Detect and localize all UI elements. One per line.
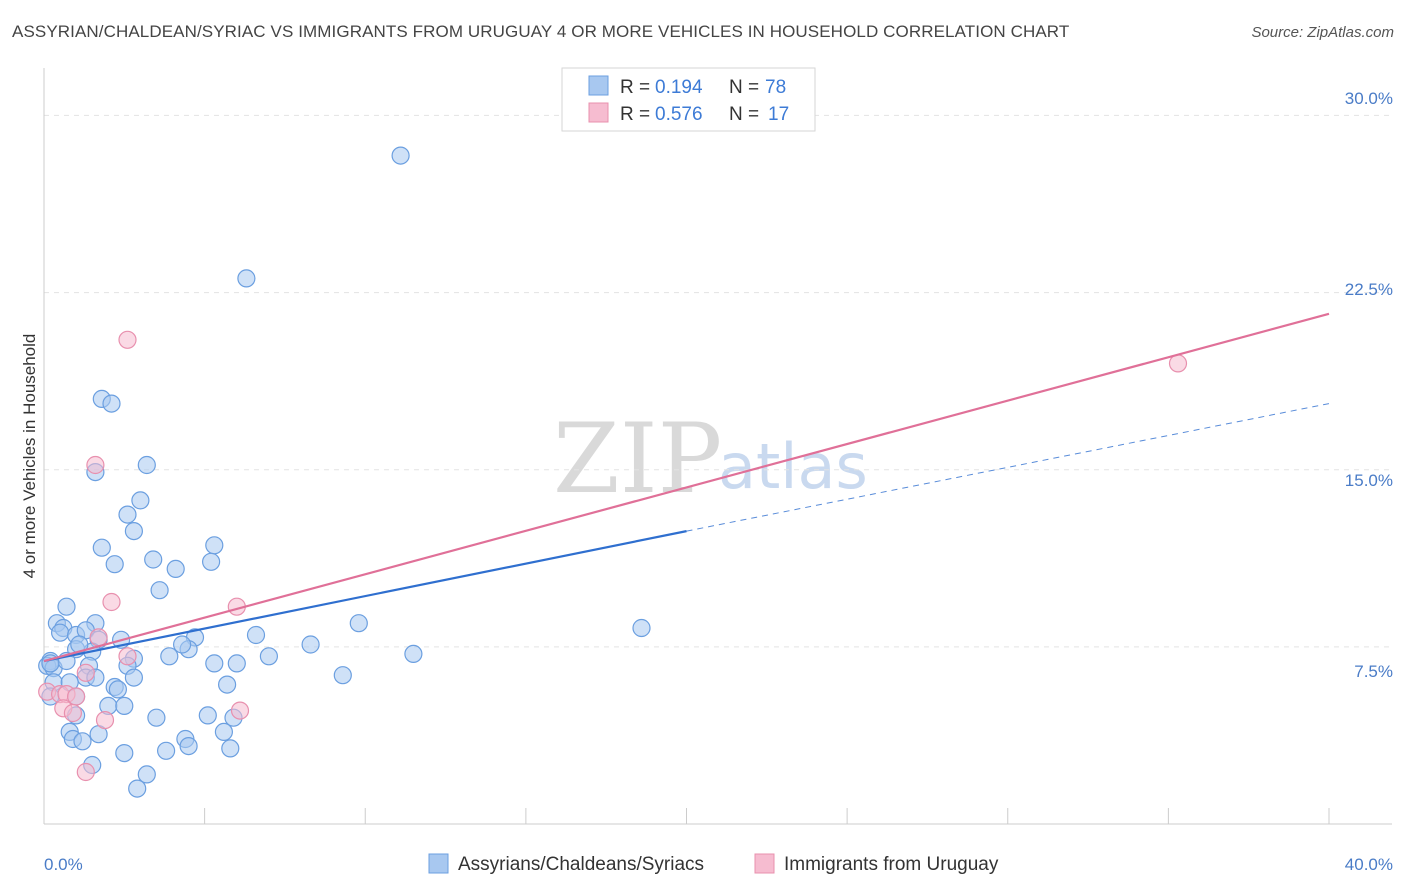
uruguay-point-14 [230, 701, 250, 720]
watermark-atlas: atlas [718, 430, 868, 503]
x-tick-label-40: 40.0% [1345, 855, 1393, 874]
uruguay-point-5 [89, 628, 108, 647]
assyrian-point-7 [118, 505, 137, 524]
assyrian-point-27 [349, 614, 368, 633]
y-tick-labels: 30.0% 22.5% 15.0% 7.5% [1345, 89, 1393, 681]
assyrian-point-43 [205, 654, 224, 673]
assyrian-point-53 [218, 675, 237, 694]
assyrian-point-11 [144, 550, 163, 569]
trend-lines [43, 312, 1330, 663]
series-label-uruguay: Immigrants from Uruguay [784, 854, 999, 875]
assyrian-point-59 [147, 708, 166, 727]
assyrian-point-33 [160, 647, 179, 666]
assyrian-point-10 [105, 555, 124, 574]
correlation-legend: R = 0.194 N = 78 R = 0.576 N = 17 [561, 67, 816, 132]
assyrian-point-0 [391, 146, 410, 165]
uruguay-point-13 [63, 703, 83, 723]
assyrian-point-71 [221, 739, 240, 758]
uruguay-trend-line [43, 312, 1330, 663]
uruguay-point-3 [102, 592, 121, 612]
assyrian-point-9 [92, 538, 111, 557]
assyrian-point-74 [128, 779, 147, 798]
assyrian-point-26 [246, 625, 266, 645]
legend-r-label-2: R = [620, 104, 650, 125]
y-tick-label-30: 30.0% [1345, 89, 1393, 108]
assyrian-point-57 [115, 696, 134, 716]
uruguay-point-7 [76, 663, 95, 682]
assyrian-point-29 [301, 635, 320, 654]
assyrian-point-3 [102, 394, 121, 413]
series-swatch-assyrians [428, 853, 449, 874]
series-label-assyrians: Assyrians/Chaldeans/Syriacs [458, 854, 704, 875]
legend-swatch-blue [588, 75, 609, 96]
y-tick-label-7-5: 7.5% [1354, 662, 1393, 681]
series-legend: Assyrians/Chaldeans/Syriacs Immigrants f… [428, 853, 999, 875]
uruguay-point-1 [1168, 354, 1188, 373]
legend-r-label-1: R = [620, 77, 650, 98]
uruguay-point-6 [118, 647, 137, 666]
legend-r-value-2: 0.576 [655, 104, 703, 125]
legend-swatch-pink [588, 102, 609, 123]
assyrian-point-64 [214, 722, 233, 742]
assyrian-point-77 [173, 635, 192, 654]
chart-title: ASSYRIAN/CHALDEAN/SYRIAC VS IMMIGRANTS F… [12, 22, 1070, 41]
assyrian-point-70 [157, 741, 176, 760]
assyrian-point-69 [115, 743, 134, 763]
assyrian-point-13 [202, 552, 221, 571]
assyrian-point-73 [137, 765, 156, 784]
uruguay-point-15 [95, 710, 115, 730]
uruguay-point-2 [86, 455, 105, 475]
legend-r-value-1: 0.194 [655, 77, 703, 98]
assyrian-point-12 [205, 536, 224, 555]
assyrian-point-20 [50, 623, 70, 642]
assyrian-point-6 [131, 491, 150, 510]
legend-n-label-2: N = [729, 104, 759, 125]
assyrian-point-8 [124, 521, 143, 541]
assyrian-point-44 [227, 654, 246, 673]
assyrian-point-28 [632, 618, 651, 638]
legend-n-value-1: 78 [765, 77, 786, 98]
assyrian-point-35 [259, 647, 278, 666]
grid-lines [44, 114, 1392, 648]
y-tick-label-15: 15.0% [1345, 471, 1393, 490]
assyrian-point-48 [333, 666, 352, 685]
legend-n-value-2: 17 [768, 104, 789, 125]
y-tick-label-22-5: 22.5% [1345, 280, 1393, 299]
assyrian-point-1 [237, 269, 256, 288]
x-tick-label-0: 0.0% [44, 855, 83, 874]
uruguay-point-0 [118, 330, 137, 349]
uruguay-point-16 [76, 762, 95, 782]
assyrian-point-16 [57, 597, 76, 616]
series-swatch-uruguay [754, 853, 775, 874]
assyrian-point-60 [198, 706, 217, 725]
watermark-zip: ZIP [553, 403, 722, 515]
y-axis-title: 4 or more Vehicles in Household [20, 334, 39, 579]
assyrian-point-36 [404, 644, 423, 664]
assyrian-point-66 [73, 732, 92, 751]
assyrian-point-68 [179, 736, 198, 756]
assyrian-trend-line [43, 530, 687, 663]
legend-n-label-1: N = [729, 77, 759, 98]
assyrian-point-14 [166, 559, 185, 579]
x-axis-ticks [43, 808, 1330, 824]
assyrian-point-52 [108, 680, 128, 699]
assyrian-point-5 [137, 455, 156, 475]
assyrian-point-47 [124, 668, 143, 687]
assyrian-point-15 [150, 581, 169, 600]
source-credit: Source: ZipAtlas.com [1251, 24, 1394, 41]
